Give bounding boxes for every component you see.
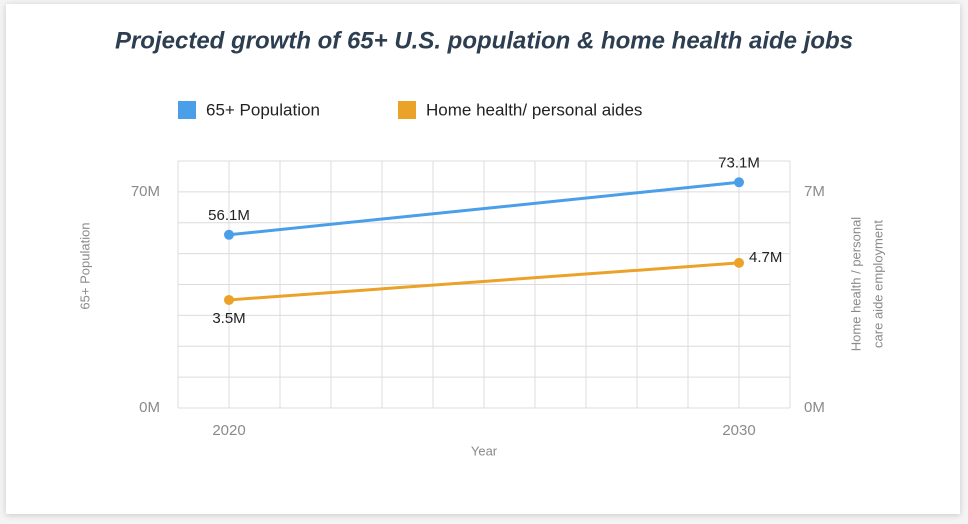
data-point xyxy=(224,229,234,240)
data-label: 4.7M xyxy=(749,249,782,266)
y-tick-label: 0M xyxy=(139,399,160,416)
legend-swatch xyxy=(178,101,196,119)
x-tick-label: 2030 xyxy=(722,422,755,439)
data-label: 56.1M xyxy=(208,207,250,224)
data-label: 73.1M xyxy=(718,154,760,171)
x-axis-title: Year xyxy=(471,443,498,458)
legend-label: 65+ Population xyxy=(206,100,320,119)
y2-axis-title: care aide employment xyxy=(870,220,885,348)
data-point xyxy=(224,294,234,305)
legend-swatch xyxy=(398,101,416,119)
x-tick-label: 2020 xyxy=(212,422,245,439)
y2-tick-label: 7M xyxy=(804,183,825,200)
series-line xyxy=(228,261,740,302)
data-label: 3.5M xyxy=(212,310,245,327)
data-point xyxy=(734,257,744,268)
data-point xyxy=(734,177,744,188)
y2-tick-label: 0M xyxy=(804,399,825,416)
series-line xyxy=(228,180,740,237)
y-tick-label: 70M xyxy=(131,183,160,200)
chart-title: Projected growth of 65+ U.S. population … xyxy=(115,27,853,54)
y2-axis-title: Home health / personal xyxy=(848,217,863,352)
card xyxy=(6,4,960,514)
y-axis-title: 65+ Population xyxy=(77,222,92,309)
legend-label: Home health/ personal aides xyxy=(426,100,642,119)
